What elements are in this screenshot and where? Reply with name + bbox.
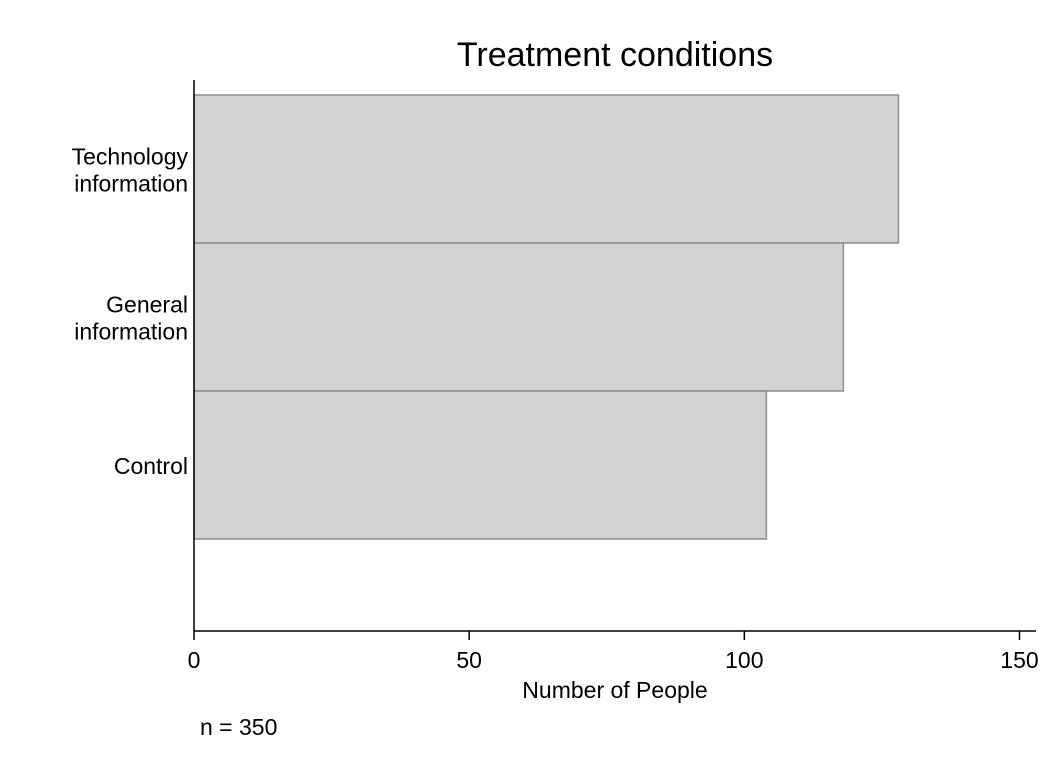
category-label-0-line-0: Technology	[72, 144, 189, 170]
x-axis-title: Number of People	[522, 677, 707, 703]
x-tick-label-3: 150	[1000, 647, 1038, 673]
category-label-1-line-1: information	[74, 319, 188, 345]
bar-1	[193, 242, 845, 392]
x-ticks-group: 0 50 100 150	[188, 631, 1039, 673]
sample-size-note: n = 350	[200, 714, 277, 740]
category-label-2-line-0: Control	[114, 453, 188, 479]
x-tick-label-0: 0	[188, 647, 201, 673]
chart-title: Treatment conditions	[457, 36, 773, 74]
bar-0	[193, 94, 900, 244]
category-label-0-line-1: information	[74, 171, 188, 197]
x-tick-label-1: 50	[456, 647, 482, 673]
category-labels-group: TechnologyinformationGeneralinformationC…	[72, 144, 189, 480]
category-label-1-line-0: General	[106, 292, 188, 318]
bar-2	[193, 390, 768, 540]
bars-group	[193, 94, 900, 540]
x-tick-label-2: 100	[725, 647, 763, 673]
